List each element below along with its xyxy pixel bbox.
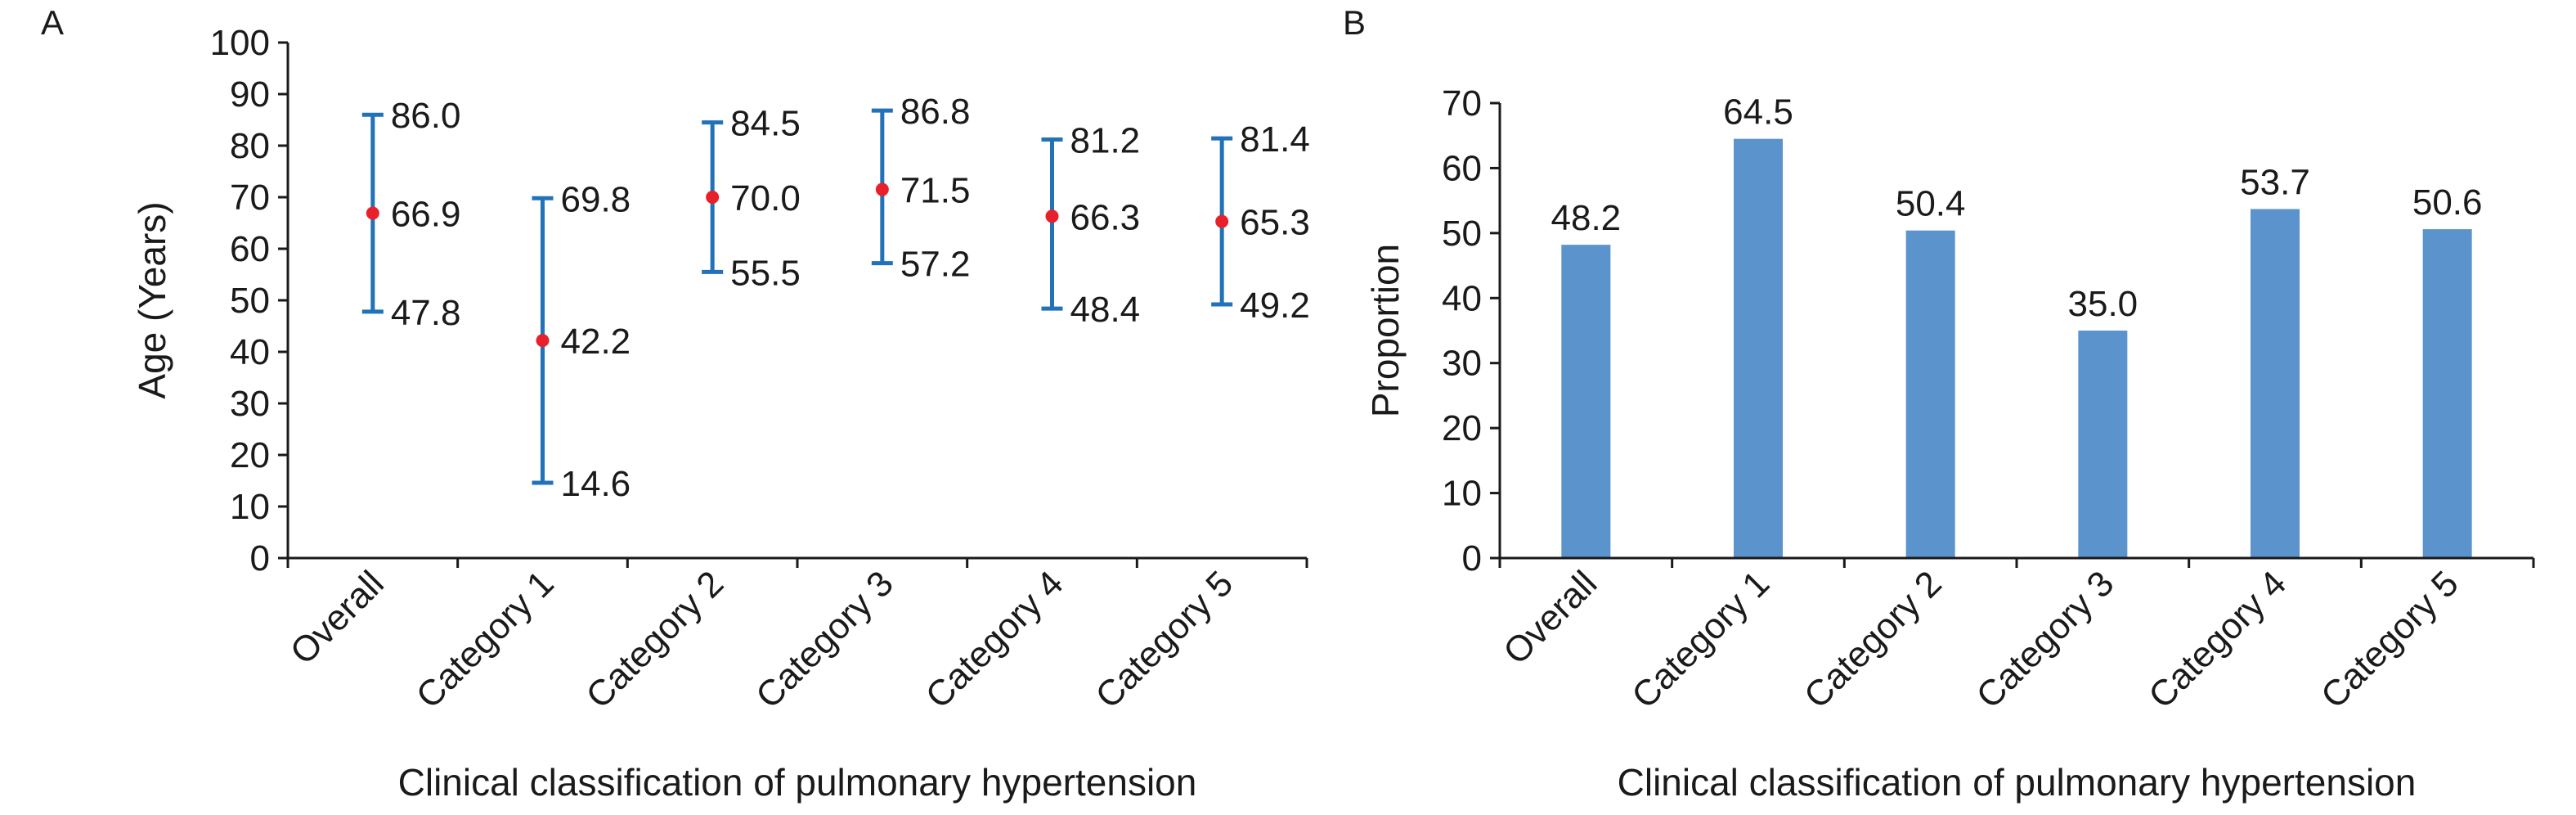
x-category-label: Category 1 (1624, 563, 1777, 716)
x-category-label: Category 5 (2313, 563, 2466, 716)
y-tick-label: 0 (250, 538, 270, 579)
lower-value-label: 14.6 (561, 464, 631, 504)
x-category-label: Category 2 (1797, 563, 1950, 716)
y-axis-title: Age (Years) (131, 201, 173, 398)
mean-value-label: 71.5 (900, 171, 971, 211)
x-category-label: Category 4 (2141, 563, 2294, 716)
x-category-label: Overall (1496, 563, 1604, 672)
mean-value-label: 66.3 (1070, 197, 1141, 237)
x-category-label: Category 2 (578, 563, 731, 716)
mean-point (1215, 215, 1228, 228)
x-category-label: Overall (283, 563, 392, 672)
upper-value-label: 84.5 (730, 104, 801, 144)
y-tick-label: 90 (230, 74, 270, 115)
upper-value-label: 86.8 (900, 92, 971, 132)
bar (2423, 229, 2472, 558)
y-tick-label: 0 (1462, 538, 1482, 579)
mean-point (366, 207, 379, 220)
lower-value-label: 47.8 (391, 293, 461, 333)
mean-value-label: 70.0 (730, 178, 801, 218)
y-tick-label: 10 (1442, 474, 1482, 514)
x-axis-title: Clinical classification of pulmonary hyp… (1618, 761, 2417, 804)
y-tick-label: 50 (1442, 214, 1482, 254)
upper-value-label: 86.0 (391, 96, 461, 136)
y-tick-label: 40 (230, 332, 270, 372)
x-category-label: Category 1 (409, 563, 562, 716)
chart-figure-svg: A0102030405060708090100Overall Category 1… (0, 0, 2576, 811)
y-tick-label: 70 (230, 178, 270, 218)
y-tick-label: 100 (210, 23, 270, 63)
mean-point (876, 183, 889, 196)
y-tick-label: 30 (1442, 344, 1482, 384)
panel-a-error-bar-chart: A 0 10 20 30 40 50 60 70 80 90 100 Overall Category 1… (41, 3, 1310, 804)
mean-value-label: 42.2 (561, 322, 631, 362)
mean-point (1046, 209, 1059, 223)
upper-value-label: 81.4 (1240, 119, 1310, 160)
bar (2251, 209, 2300, 558)
bar-value-label: 64.5 (1723, 92, 1793, 133)
y-tick-label: 10 (230, 487, 270, 527)
figure: A 0 10 20 30 40 50 60 70 80 90 100 Overall Category 1… (0, 0, 2576, 811)
upper-value-label: 69.8 (561, 179, 631, 219)
lower-value-label: 49.2 (1240, 286, 1310, 326)
y-tick-label: 80 (230, 126, 270, 166)
lower-value-label: 48.4 (1070, 290, 1141, 330)
y-axis-title: Proportion (1364, 244, 1407, 417)
lower-value-label: 55.5 (730, 253, 801, 293)
bar (1561, 245, 1610, 558)
y-tick-label: 50 (230, 281, 270, 321)
bar-value-label: 53.7 (2240, 162, 2310, 202)
bar-value-label: 50.4 (1896, 184, 1966, 224)
y-tick-label: 40 (1442, 278, 1482, 318)
bar (1734, 139, 1783, 558)
y-tick-label: 30 (230, 384, 270, 424)
panel-label: A (41, 3, 64, 42)
bar (2078, 331, 2127, 558)
bar (1906, 231, 1955, 558)
bar-value-label: 48.2 (1551, 198, 1622, 238)
x-category-label: Category 3 (748, 563, 901, 716)
panel-label: B (1343, 3, 1366, 42)
bar-value-label: 35.0 (2068, 284, 2138, 324)
mean-value-label: 66.9 (391, 195, 461, 235)
upper-value-label: 81.2 (1070, 120, 1141, 160)
y-tick-label: 60 (1442, 148, 1482, 188)
x-axis-title: Clinical classification of pulmonary hyp… (398, 761, 1197, 804)
mean-value-label: 65.3 (1240, 203, 1310, 243)
y-tick-label: 70 (1442, 83, 1482, 124)
y-tick-label: 20 (230, 435, 270, 475)
mean-point (706, 191, 719, 204)
y-tick-label: 20 (1442, 408, 1482, 448)
mean-point (536, 334, 550, 347)
x-category-label: Category 4 (918, 563, 1071, 716)
lower-value-label: 57.2 (900, 245, 971, 285)
bar-value-label: 50.6 (2412, 182, 2483, 223)
x-category-label: Category 5 (1088, 563, 1241, 716)
y-tick-label: 60 (230, 229, 270, 269)
x-category-label: Category 3 (1969, 563, 2122, 716)
